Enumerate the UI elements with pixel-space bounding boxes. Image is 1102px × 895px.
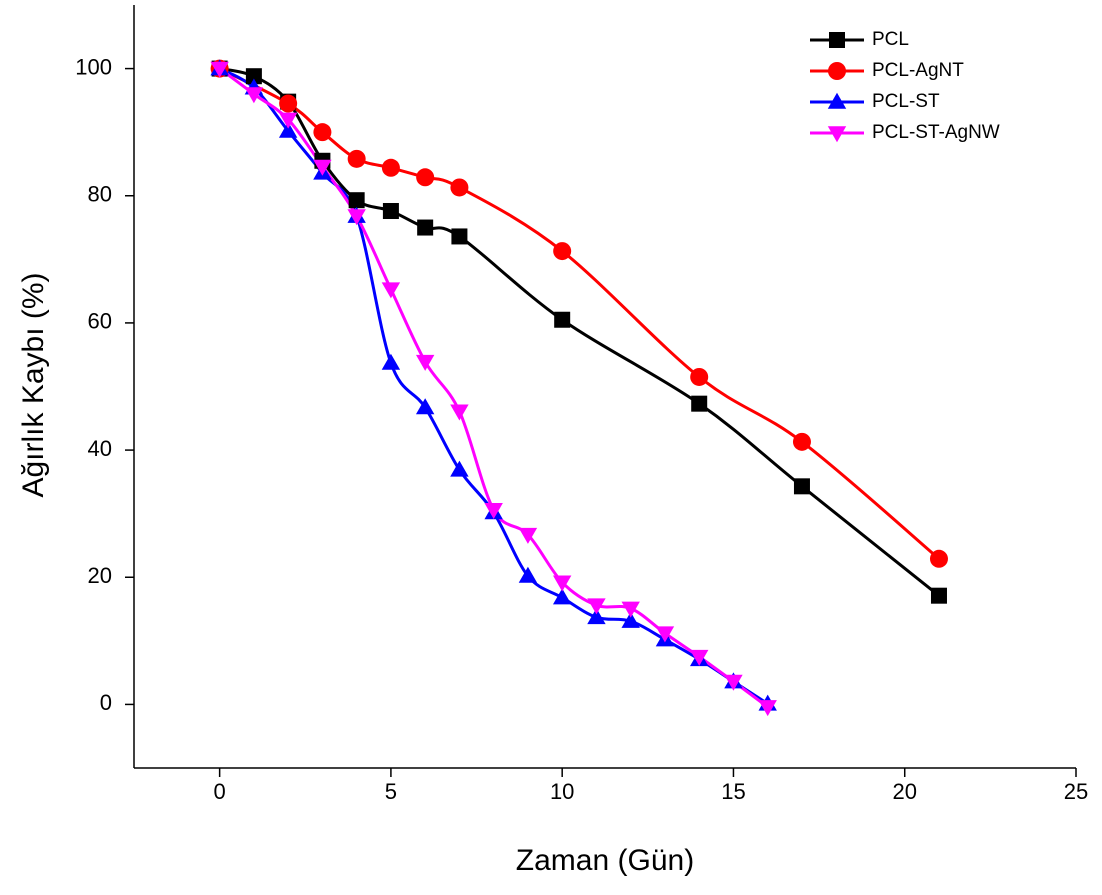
marker	[484, 503, 503, 520]
y-tick-label: 100	[75, 54, 112, 79]
legend-marker	[829, 32, 845, 48]
legend-label: PCL-ST-AgNW	[872, 122, 1000, 143]
marker	[381, 353, 401, 370]
marker	[347, 209, 366, 226]
marker	[210, 61, 229, 78]
legend-marker	[827, 92, 847, 109]
marker	[450, 178, 469, 197]
x-axis-title: Zaman (Gün)	[516, 844, 694, 877]
y-axis-title: Ağırlık Kaybı (%)	[17, 272, 50, 497]
marker	[554, 311, 571, 328]
x-tick-label: 20	[892, 779, 916, 804]
marker	[587, 608, 606, 625]
marker	[348, 192, 365, 209]
legend-label: PCL	[872, 29, 909, 50]
marker	[347, 149, 366, 168]
legend-marker	[827, 126, 847, 143]
x-tick-label: 25	[1064, 779, 1088, 804]
marker	[381, 158, 400, 177]
x-tick-label: 15	[721, 779, 745, 804]
marker	[415, 398, 435, 415]
marker	[691, 395, 708, 412]
series-line	[218, 67, 940, 560]
legend-label: PCL-ST	[872, 91, 940, 112]
y-tick-label: 80	[88, 182, 112, 207]
marker	[382, 203, 399, 220]
x-tick-label: 5	[385, 779, 397, 804]
marker	[552, 588, 572, 605]
marker	[313, 159, 332, 176]
y-tick-label: 40	[88, 436, 112, 461]
x-tick-label: 10	[550, 779, 574, 804]
marker	[758, 700, 777, 717]
marker	[450, 404, 469, 421]
series-line	[218, 67, 769, 709]
x-tick-label: 0	[214, 779, 226, 804]
marker	[929, 549, 948, 568]
legend-marker	[828, 62, 846, 80]
y-tick-label: 20	[88, 563, 112, 588]
marker	[690, 649, 709, 666]
marker	[415, 354, 435, 371]
marker	[244, 87, 264, 104]
marker	[245, 68, 262, 85]
marker	[278, 121, 298, 138]
marker	[278, 112, 298, 129]
marker	[451, 228, 468, 245]
marker	[621, 611, 640, 628]
marker	[655, 626, 675, 643]
marker	[416, 168, 435, 187]
marker	[587, 598, 606, 615]
marker	[621, 601, 640, 618]
marker	[450, 460, 469, 477]
marker	[690, 367, 709, 386]
series-line	[218, 67, 769, 706]
y-tick-label: 60	[88, 309, 112, 334]
marker	[417, 219, 434, 236]
marker	[553, 242, 572, 261]
marker	[793, 478, 810, 495]
marker	[381, 282, 401, 299]
marker	[279, 94, 298, 113]
legend-label: PCL-AgNT	[872, 60, 964, 81]
marker	[792, 432, 811, 451]
marker	[518, 566, 538, 583]
marker	[724, 674, 743, 691]
marker	[552, 575, 572, 592]
marker	[518, 527, 538, 544]
series-line	[219, 67, 940, 597]
marker	[930, 587, 947, 604]
marker	[313, 123, 332, 142]
y-tick-label: 0	[100, 690, 112, 715]
